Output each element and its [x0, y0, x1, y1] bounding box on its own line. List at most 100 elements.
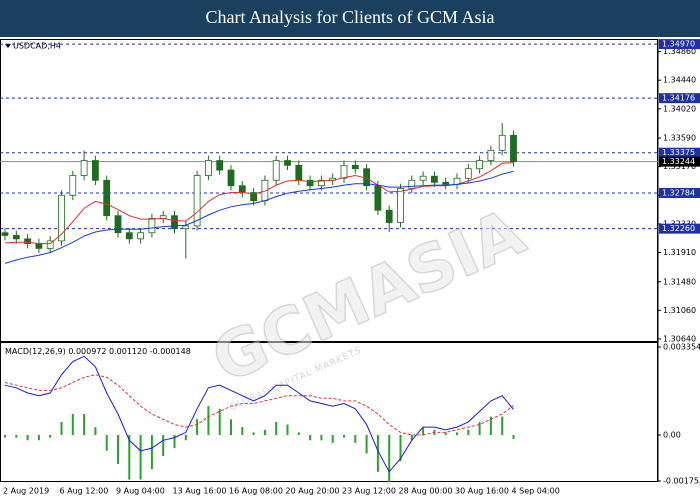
level-box [659, 187, 700, 198]
candle-body [46, 240, 54, 249]
candle-body [227, 169, 235, 187]
candle-body [171, 215, 178, 230]
y-tick-label: 1.33590 [663, 134, 696, 143]
candle-body [340, 164, 348, 179]
candle-body [295, 164, 303, 181]
x-tick-label: 30 Aug 16:00 [455, 487, 509, 496]
histogram-bar [105, 435, 108, 451]
candle-body [272, 160, 280, 181]
histogram-bar [309, 435, 312, 441]
y-tick-label: 1.34020 [663, 104, 696, 113]
candle-body [419, 175, 427, 181]
histogram-bar [388, 435, 391, 483]
page-title: Chart Analysis for Clients of GCM Asia [206, 7, 495, 27]
y-tick-label: 1.31910 [663, 248, 696, 257]
y-tick-label: 1.30640 [663, 334, 696, 343]
candle-body [12, 235, 20, 240]
symbol-icon [5, 44, 11, 48]
x-tick-label: 23 Aug 12:00 [342, 487, 396, 496]
histogram-bar [399, 435, 402, 462]
histogram-bar [83, 414, 86, 436]
symbol-label: USDCAD,H4 [13, 42, 61, 51]
candle-body [284, 160, 291, 166]
candle-body [137, 232, 145, 240]
x-tick-label: 4 Sep 04:00 [512, 487, 560, 496]
y-tick-label: 1.33170 [663, 162, 696, 171]
level-box [659, 147, 700, 158]
x-tick-label: 28 Aug 00:00 [399, 487, 453, 496]
candle-body [498, 134, 506, 151]
macd-name: MACD(12,26,9) [5, 347, 66, 356]
level-label: 1.34176 [662, 94, 695, 103]
histogram-bar [26, 435, 29, 441]
signal-line [4, 374, 514, 436]
histogram-bar [150, 435, 153, 470]
candle-body [204, 160, 212, 176]
candle-body [216, 160, 224, 171]
candle-body [397, 188, 404, 223]
histogram-bar [4, 435, 6, 438]
moving-average [4, 170, 514, 264]
histogram-bar [512, 435, 515, 439]
histogram-bar [478, 421, 481, 436]
candle-body [1, 232, 9, 236]
candle-body [238, 185, 246, 193]
histogram-bar [196, 419, 199, 436]
histogram-bar [297, 432, 300, 436]
candle-body [24, 238, 32, 245]
level-label: 1.34970 [662, 40, 695, 49]
candle-body [510, 134, 517, 163]
histogram-bar [275, 421, 278, 436]
histogram-bar [467, 429, 470, 436]
macd-readout: 0.001120 [109, 347, 147, 356]
histogram-bar [207, 406, 210, 436]
histogram-bar [320, 435, 323, 441]
y-tick-label: 0.00 [663, 431, 681, 440]
current-price-label: 1.33244 [662, 157, 695, 166]
candle-body [306, 179, 314, 187]
histogram-bar [49, 435, 52, 438]
histogram-bar [117, 435, 119, 464]
current-price-box [659, 156, 700, 167]
plot-frame [0, 39, 658, 482]
histogram-bar [365, 435, 368, 454]
macd-label: MACD(12,26,9) 0.000972 0.001120 -0.00014… [5, 347, 191, 356]
candle-body [476, 160, 484, 170]
level-box [659, 93, 700, 104]
histogram-bar [343, 435, 345, 438]
macd-readout: -0.000148 [150, 347, 191, 356]
histogram-bar [489, 416, 492, 436]
macd-line [4, 355, 514, 473]
candle-body [80, 160, 88, 176]
macd-readout: 0.000972 [68, 347, 106, 356]
x-tick-label: 9 Aug 04:00 [116, 487, 165, 496]
candle-body [487, 149, 495, 161]
candle-body [182, 225, 190, 230]
x-tick-label: 6 Aug 12:00 [60, 487, 109, 496]
candle-body [58, 194, 65, 242]
histogram-bar [139, 435, 142, 480]
histogram-bar [230, 419, 232, 436]
candle-body [114, 215, 122, 234]
candle-body [464, 168, 472, 179]
candle-body [250, 192, 258, 202]
histogram-bar [128, 435, 131, 480]
histogram-bar [184, 435, 187, 441]
candle-body [69, 175, 77, 196]
histogram-bar [37, 435, 40, 441]
histogram-bar [354, 435, 357, 443]
x-tick-label: 16 Aug 08:00 [229, 487, 283, 496]
candle-body [317, 179, 325, 187]
y-tick-label: 1.31060 [663, 306, 696, 315]
histogram-bar [331, 435, 334, 443]
candle-body [35, 243, 43, 249]
x-tick-label: 13 Aug 16:00 [173, 487, 227, 496]
histogram-bar [252, 432, 255, 436]
histogram-bar [60, 421, 63, 436]
y-tick-label: 1.31480 [663, 277, 696, 286]
y-tick-label: -0.001752 [663, 477, 700, 486]
histogram-bar [376, 435, 379, 472]
histogram-bar [263, 429, 266, 436]
